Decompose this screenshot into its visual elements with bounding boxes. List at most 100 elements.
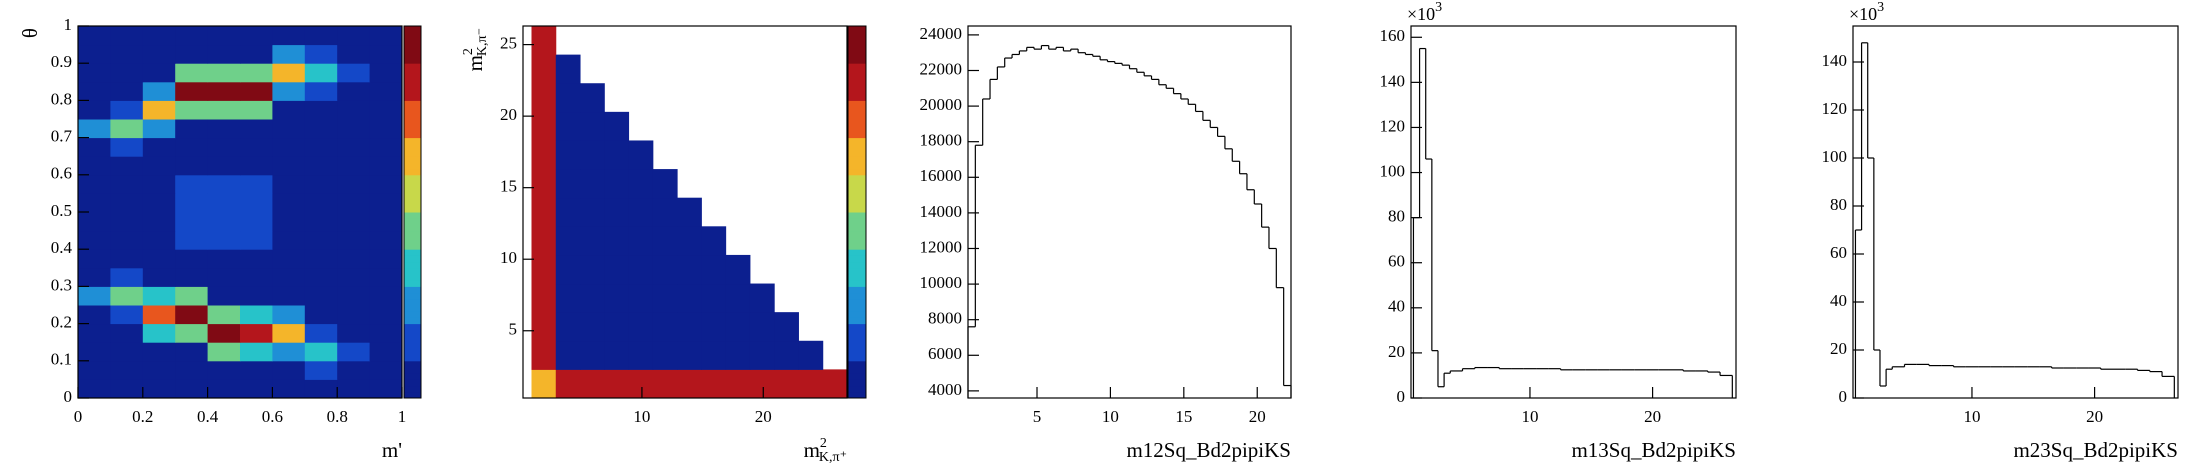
heatmap-cell: [207, 100, 241, 120]
heatmap-cell: [531, 26, 557, 56]
heatmap-cell: [369, 137, 403, 157]
colorbar-cell: [404, 373, 421, 380]
colorbar-cell: [848, 150, 866, 157]
colorbar-cell: [848, 354, 866, 362]
heatmap-cell: [175, 267, 209, 287]
heatmap-cell: [78, 249, 111, 269]
colorbar-cell: [404, 379, 421, 387]
colorbar-cell: [848, 38, 866, 46]
heatmap-cell: [78, 342, 111, 362]
heatmap-cell: [369, 100, 403, 120]
heatmap-cell: [337, 44, 371, 64]
colorbar-frame: [403, 25, 422, 399]
y-tick-label: 22000: [920, 59, 963, 78]
colorbar-cell: [404, 280, 421, 287]
heatmap-cell: [240, 119, 273, 139]
x-tick-label: 15: [1175, 407, 1192, 426]
heatmap-cell: [142, 212, 176, 232]
colorbar-cell: [848, 143, 866, 151]
heatmap-cell: [142, 342, 176, 362]
heatmap-cell: [207, 63, 241, 83]
heatmap-cell: [749, 283, 775, 313]
heatmap-cell: [272, 44, 306, 64]
heatmap-cell: [272, 137, 306, 157]
heatmap-cell: [175, 44, 209, 64]
y-tick-label: 100: [1380, 161, 1406, 180]
heatmap-cell: [110, 174, 144, 194]
heatmap-cell: [604, 169, 630, 199]
heatmap-cell: [304, 212, 338, 232]
colorbar-cell: [848, 205, 866, 213]
heatmap-cell: [555, 254, 581, 285]
heatmap-cell: [272, 267, 306, 287]
heatmap-cell: [798, 340, 824, 370]
heatmap-cell: [207, 249, 241, 269]
heatmap-cell: [652, 169, 678, 199]
heatmap-cell: [207, 137, 241, 157]
heatmap-cell: [78, 44, 111, 64]
heatmap-cell: [240, 286, 273, 306]
colorbar-cell: [848, 32, 866, 39]
heatmap-cell: [240, 212, 273, 232]
y-tick-label: 140: [1822, 51, 1848, 70]
x-tick-label: 20: [1644, 407, 1661, 426]
colorbar-cell: [404, 100, 421, 108]
x-tick-label: 5: [1033, 407, 1042, 426]
heatmap-cell: [555, 197, 581, 227]
heatmap-cell: [272, 305, 306, 325]
y-tick-label: 1: [64, 15, 73, 34]
heatmap-cell: [110, 286, 144, 306]
axis-label: m13Sq_Bd2pipiKS: [1571, 438, 1736, 462]
heatmap-cell: [628, 140, 654, 170]
colorbar-cell: [404, 236, 421, 244]
heatmap-cell: [207, 81, 241, 101]
colorbar-cell: [848, 230, 866, 238]
heatmap-cell: [304, 156, 338, 176]
colorbar-cell: [404, 125, 421, 132]
x-tick-label: 0: [74, 407, 83, 426]
heatmap-cell: [369, 230, 403, 250]
heatmap-cell: [701, 226, 727, 256]
heatmap-cell: [240, 26, 273, 46]
heatmap-cell: [175, 174, 209, 194]
heatmap-cell: [369, 26, 403, 46]
heatmap-cell: [272, 249, 306, 269]
colorbar-cell: [404, 63, 421, 70]
heatmap-cell: [175, 323, 209, 343]
heatmap-cell: [304, 267, 338, 287]
colorbar-cell: [404, 119, 421, 126]
heatmap-cell: [337, 249, 371, 269]
heatmap-cell: [175, 360, 209, 380]
heatmap-cell: [677, 226, 702, 256]
colorbar-cell: [404, 168, 421, 176]
heatmap-cell: [604, 283, 630, 313]
axis-label: ×103: [1407, 0, 1442, 24]
heatmap-cell: [531, 140, 557, 170]
heatmap-cell: [369, 212, 403, 232]
heatmap-cell: [531, 83, 557, 113]
x-tick-label: 10: [1521, 407, 1538, 426]
colorbar-cell: [848, 286, 866, 294]
heatmap-cell: [240, 174, 273, 194]
heatmap-cell: [78, 100, 111, 120]
colorbar-cell: [404, 112, 421, 120]
heatmap-cell: [304, 26, 338, 46]
colorbar-cell: [404, 243, 421, 250]
heatmap-cell: [110, 156, 144, 176]
colorbar-cell: [848, 379, 866, 387]
heatmap-cell: [78, 119, 111, 139]
colorbar-cell: [404, 385, 421, 393]
heatmap-cell: [531, 283, 557, 313]
colorbar-cell: [848, 336, 866, 343]
x-tick-label: 0.2: [132, 407, 153, 426]
colorbar-cell: [848, 360, 866, 368]
heatmap-cell: [555, 169, 581, 199]
heatmap-cell: [240, 193, 273, 213]
heatmap-cell: [628, 369, 654, 399]
colorbar-cell: [848, 75, 866, 83]
heatmap-cell: [531, 254, 557, 285]
heatmap-cell: [110, 305, 144, 325]
heatmap-cell: [78, 81, 111, 101]
heatmap-cell: [207, 230, 241, 250]
heatmap-cell: [110, 26, 144, 46]
